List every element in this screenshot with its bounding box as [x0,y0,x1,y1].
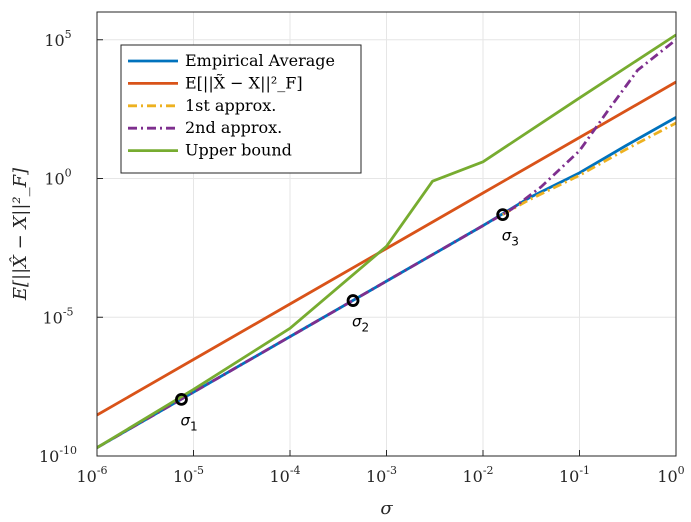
y-tick-label: 10-5 [42,305,73,327]
marker-1 [175,392,188,406]
series-line-5 [97,33,676,449]
legend-label-1: Empirical Average [185,51,335,70]
x-tick-label: 10-4 [269,464,300,486]
series-line-3 [502,121,676,216]
legend-label-3: 1st approx. [185,96,276,115]
x-tick-label: 10-6 [76,464,107,486]
x-tick-label: 10-5 [173,464,204,486]
legend-label-4: 2nd approx. [185,118,282,137]
series-line-4 [97,38,676,449]
series-layer [97,33,676,449]
x-tick-label: 100 [657,464,684,486]
series-line-2 [97,80,676,417]
legend-label-2: E[||X̃ − X||²_F] [185,73,303,92]
y-tick-label: 100 [44,167,71,189]
marker-3 [496,208,510,222]
legend-label-5: Upper bound [185,141,292,160]
x-tick-label: 10-2 [462,464,493,486]
x-axis-label: σ [380,498,393,519]
y-tick-label: 105 [44,28,71,50]
y-axis-label: E[||X̂ − X||²_F] [9,167,31,301]
x-tick-label: 10-1 [559,464,590,486]
legend: Empirical Average E[||X̃ − X||²_F] 1st app… [120,44,362,174]
y-tick-label: 10-10 [39,444,77,466]
marker-2 [346,294,360,307]
x-tick-label: 10-3 [366,464,397,486]
